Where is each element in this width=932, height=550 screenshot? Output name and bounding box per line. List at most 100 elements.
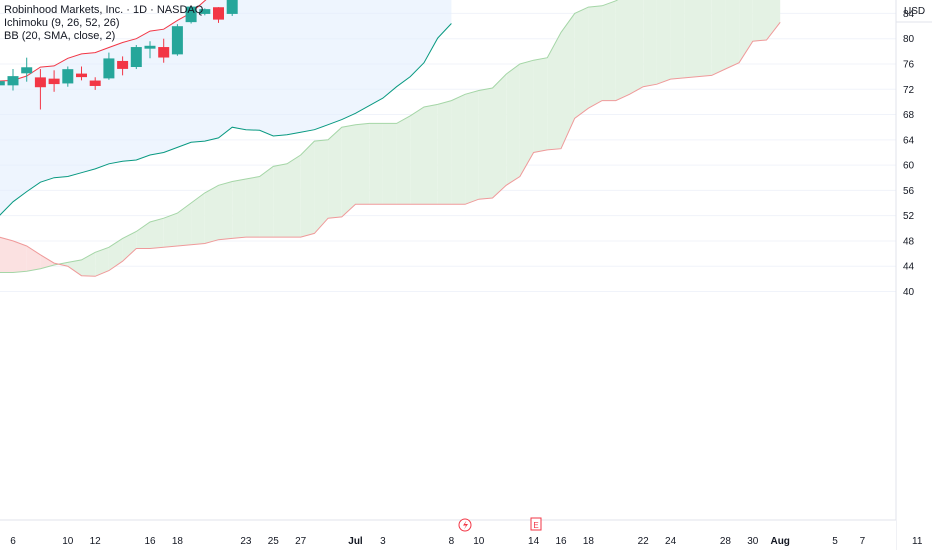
cloud-segment-28 [369, 123, 383, 205]
candle-16 [213, 7, 224, 23]
time-tick-7: 27 [295, 536, 307, 547]
time-tick-14: 18 [583, 536, 595, 547]
time-tick-6: 25 [268, 536, 280, 547]
time-tick-19: Aug [770, 536, 789, 547]
candle-body [171, 26, 183, 55]
time-axis-background [0, 520, 896, 550]
bb-fill [0, 0, 452, 215]
cloud-segment-2 [26, 245, 41, 272]
candle-body [62, 69, 74, 84]
cloud-segment-29 [382, 123, 397, 205]
candle-body [130, 47, 142, 68]
candle-body [213, 7, 224, 20]
time-tick-17: 28 [720, 536, 732, 547]
cloud-segment-16 [204, 185, 219, 244]
price-tick-10: 80 [903, 34, 915, 45]
price-tick-0: 40 [903, 287, 915, 298]
cloud-segment-21 [273, 163, 287, 238]
candle-body [199, 9, 211, 14]
cloud-segment-47 [629, 0, 644, 95]
bb-lower-line [0, 23, 452, 216]
cloud-segment-3 [40, 254, 55, 269]
price-axis[interactable]: USD4044485256606468727680848892961041081… [895, 0, 932, 550]
cloud-segment-23 [300, 141, 315, 238]
time-tick-1: 10 [62, 536, 74, 547]
time-tick-13: 16 [555, 536, 567, 547]
candle-1 [7, 69, 19, 91]
candle-0 [0, 81, 5, 86]
indicator-ichimoku-label[interactable]: Ichimoku (9, 26, 52, 26) [4, 17, 120, 29]
candle-4 [48, 70, 60, 92]
currency-label: USD [904, 6, 925, 17]
time-tick-11: 10 [473, 536, 485, 547]
cloud-segment-20 [259, 166, 274, 238]
symbol-title[interactable]: Robinhood Markets, Inc. · 1D · NASDAQ [4, 4, 204, 16]
candle-3 [34, 69, 46, 110]
chart-legend: Robinhood Markets, Inc. · 1D · NASDAQ Ic… [4, 4, 203, 43]
ichimoku-cloud [0, 0, 781, 277]
price-axis-background [896, 0, 932, 550]
candle-body [117, 60, 129, 69]
cloud-segment-31 [410, 106, 424, 205]
leading-span-b [0, 21, 781, 277]
time-tick-2: 12 [90, 536, 102, 547]
cloud-segment-40 [533, 57, 548, 153]
cloud-segment-45 [602, 0, 616, 101]
cloud-segment-30 [396, 115, 411, 205]
cloud-segment-44 [588, 5, 603, 109]
time-axis[interactable]: 6 10 12 16 18 23 25 27 Jul 3 8 10 14 16 18 22 24 28 30 Aug 5… [0, 517, 932, 550]
cloud-segment-54 [725, 0, 740, 70]
cloud-segment-43 [574, 7, 589, 119]
cloud-segment-34 [451, 94, 466, 205]
candle-body [0, 81, 5, 86]
time-tick-12: 14 [528, 536, 540, 547]
candle-9 [117, 56, 129, 76]
cloud-segment-41 [547, 32, 561, 150]
cloud-segment-25 [328, 127, 342, 219]
cloud-segment-39 [519, 60, 534, 177]
price-tick-6: 64 [903, 135, 915, 146]
cloud-segment-15 [191, 192, 205, 245]
candle-body [89, 80, 101, 86]
cloud-segment-55 [739, 0, 753, 63]
candle-body [34, 77, 46, 88]
price-tick-3: 52 [903, 211, 915, 222]
candle-17 [226, 0, 238, 16]
candle-body [158, 47, 170, 58]
candle-11 [144, 41, 156, 59]
cloud-segment-37 [492, 74, 507, 198]
candle-6 [76, 66, 87, 81]
bb-upper-line [0, 0, 207, 82]
lightning-icon [463, 520, 468, 530]
cloud-segment-27 [355, 123, 370, 205]
cloud-segment-12 [150, 218, 164, 249]
earnings-event-icon: E [530, 517, 542, 531]
bollinger-bands [0, 0, 452, 216]
cloud-segment-38 [506, 63, 520, 186]
candle-13 [171, 24, 183, 56]
cloud-segment-46 [615, 0, 630, 101]
price-tick-1: 44 [903, 262, 915, 273]
cloud-segment-18 [232, 179, 246, 239]
cloud-segment-14 [177, 203, 192, 246]
candle-body [48, 78, 60, 85]
cloud-segment-13 [163, 213, 178, 248]
cloud-segment-22 [287, 154, 301, 238]
time-tick-5: 23 [240, 536, 252, 547]
candle-5 [62, 66, 74, 87]
time-tick-8: Jul [348, 536, 363, 547]
cloud-segment-50 [670, 0, 685, 80]
cloud-segment-6 [67, 259, 82, 276]
indicator-bb-label[interactable]: BB (20, SMA, close, 2) [4, 30, 116, 42]
event-markers: E [458, 517, 542, 532]
price-tick-8: 72 [903, 85, 915, 96]
candle-body [226, 0, 238, 14]
candle-body [7, 76, 19, 86]
cloud-segment-33 [437, 100, 452, 205]
earnings-event-box [530, 517, 542, 531]
candlesticks [0, 0, 238, 110]
price-tick-7: 68 [903, 110, 915, 121]
cloud-segment-8 [95, 247, 109, 277]
cloud-segment-51 [684, 0, 698, 78]
